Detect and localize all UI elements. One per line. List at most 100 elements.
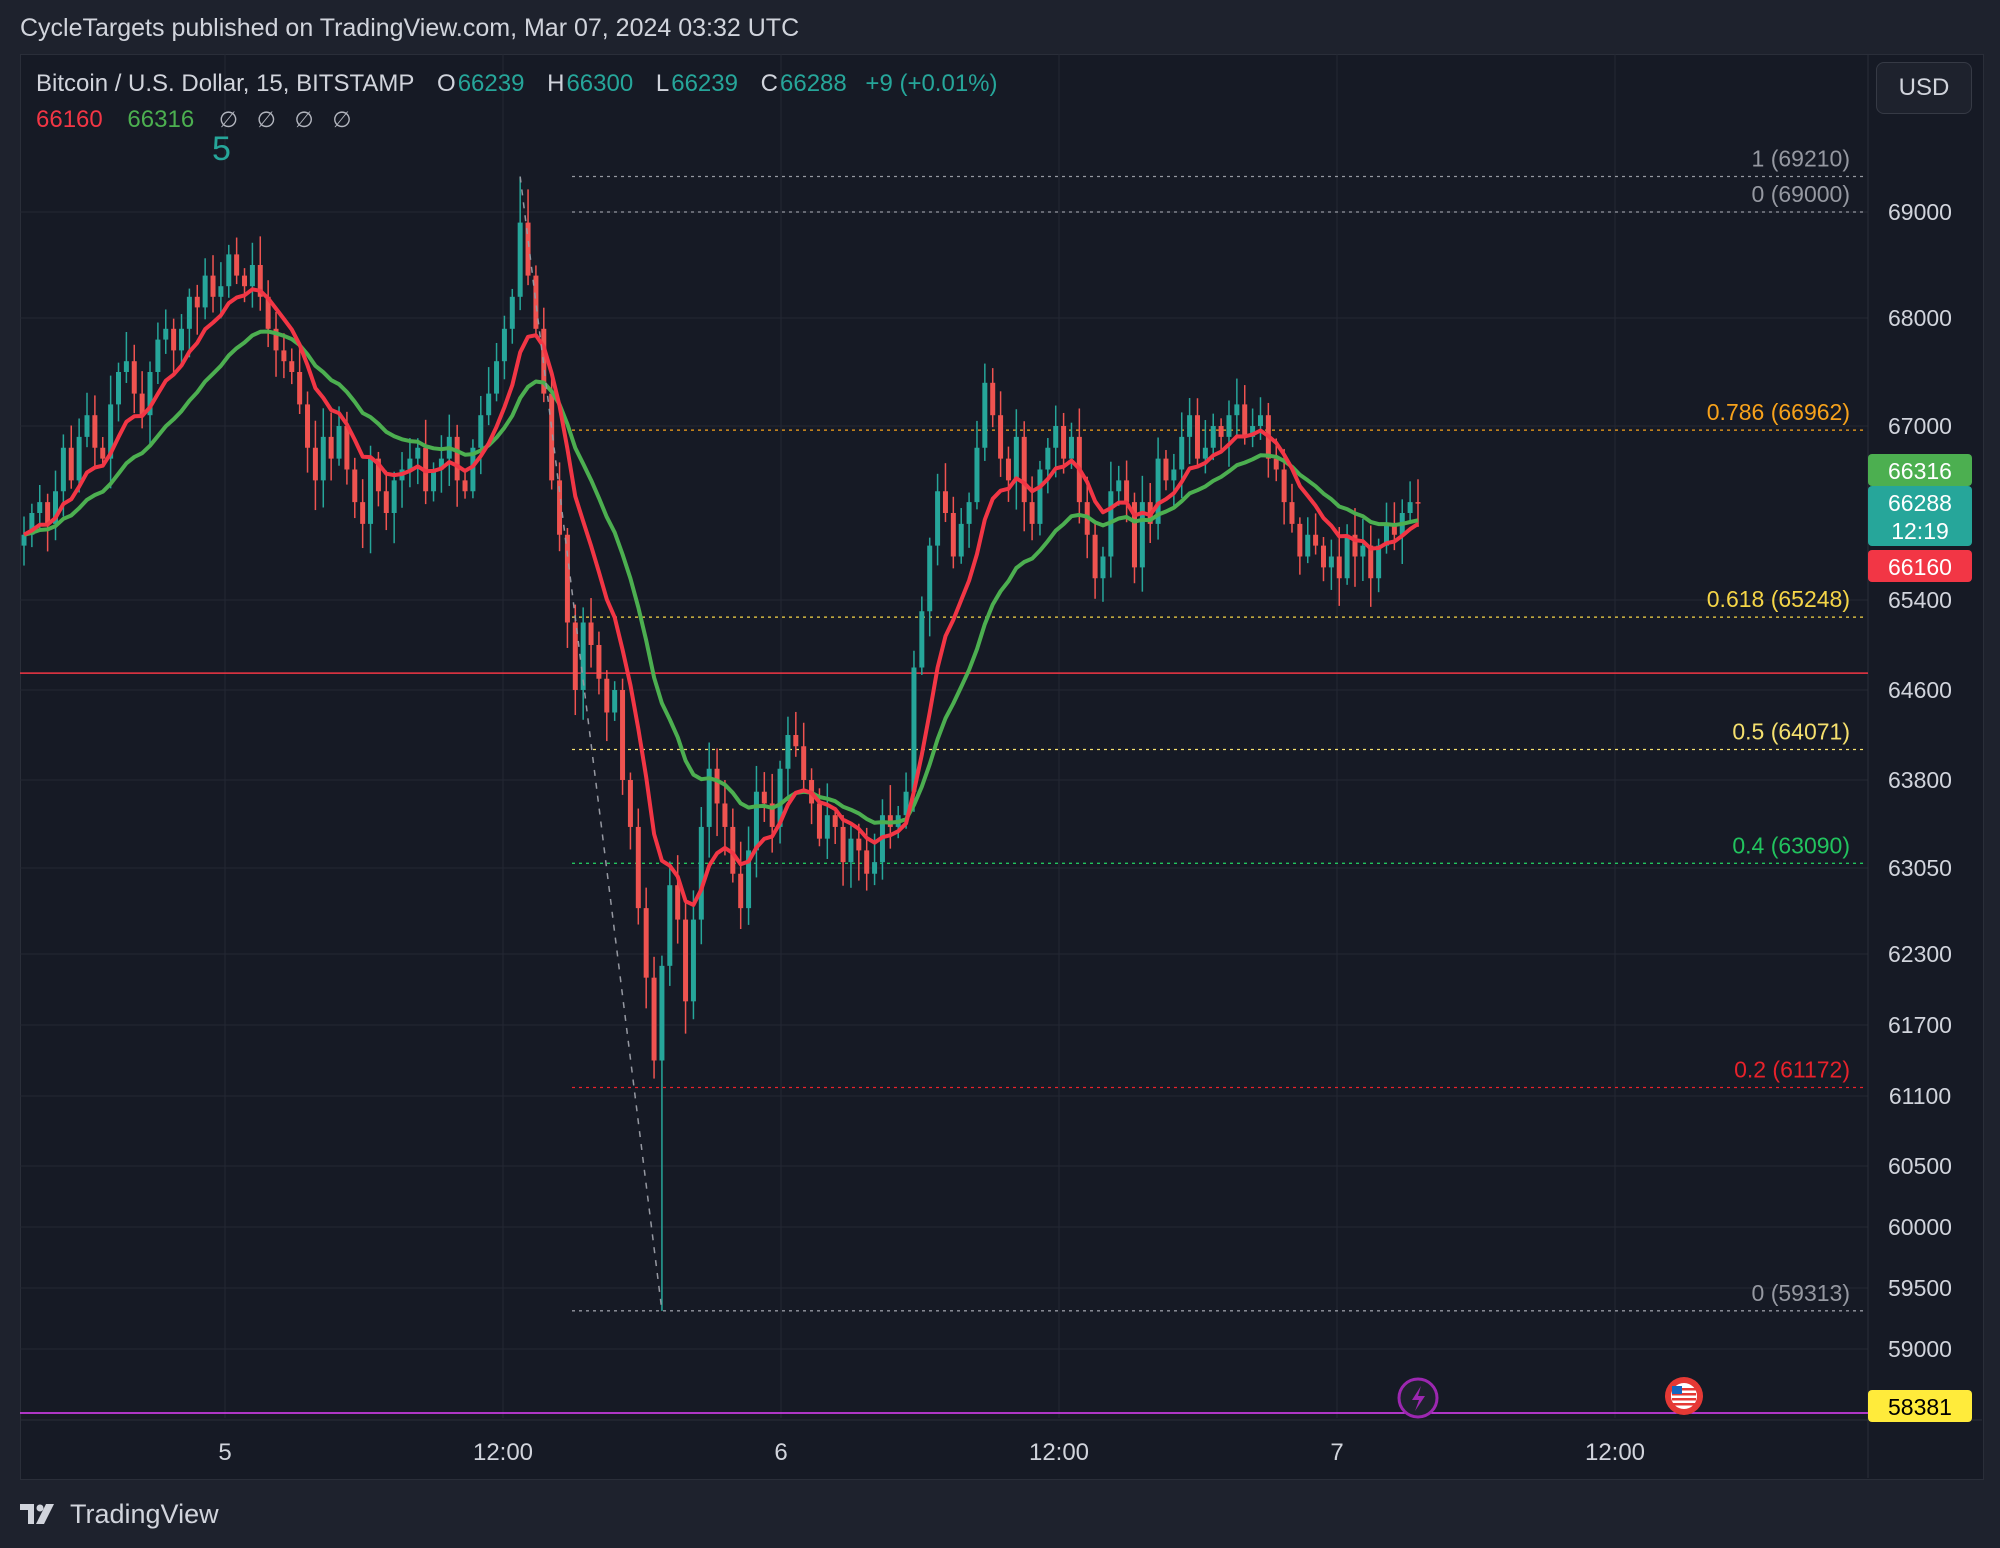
price-tick-0: 69000 <box>1888 199 1952 225</box>
candle-body <box>588 622 594 645</box>
ema-slow-value[interactable]: 66316 <box>127 106 195 133</box>
candle-body <box>1360 545 1366 557</box>
na-value-3: ∅ <box>294 107 314 132</box>
symbol-legend: Bitcoin / U.S. Dollar, 15, BITSTAMP O662… <box>36 70 1000 98</box>
candle-body <box>123 361 129 372</box>
price-tick-1: 68000 <box>1888 305 1952 331</box>
candle-body <box>1226 415 1232 437</box>
candle-body <box>1320 545 1326 568</box>
candle-body <box>375 458 381 492</box>
candle-body <box>352 469 358 503</box>
fib-label-3: 0.618 (65248) <box>1707 586 1850 612</box>
candle-body <box>92 415 98 448</box>
price-tick-11: 60000 <box>1888 1214 1952 1240</box>
last-price-text-0: 66288 <box>1888 490 1952 516</box>
ema-fast-price-tag <box>1868 550 1972 582</box>
candle-body <box>234 254 240 276</box>
na-value-1: ∅ <box>218 107 239 132</box>
candle-body <box>501 328 507 362</box>
fib-trend-dashed-line <box>519 176 663 1311</box>
candle-body <box>675 885 681 920</box>
candle-body <box>1202 447 1208 459</box>
candle-body <box>1210 426 1216 448</box>
candle-body <box>171 328 177 351</box>
ema-lines <box>23 287 1420 907</box>
candle-body <box>1415 502 1421 504</box>
candle-body <box>37 502 43 513</box>
candle-body <box>840 826 846 863</box>
candle-body <box>1061 426 1067 459</box>
candle-body <box>1273 458 1279 470</box>
price-tick-10: 60500 <box>1888 1153 1952 1179</box>
candle-body <box>305 404 311 448</box>
candle-body <box>864 850 870 874</box>
candle-body <box>1313 534 1319 546</box>
candle-body <box>242 275 248 287</box>
chart-area[interactable] <box>20 54 1984 1480</box>
symbol-name[interactable]: Bitcoin / U.S. Dollar, 15, BITSTAMP <box>36 70 415 97</box>
candle-body <box>525 222 531 276</box>
candle-body <box>21 534 27 546</box>
candle-body <box>785 735 791 769</box>
candle-body <box>344 426 350 470</box>
ema-fast-price-text-0: 66160 <box>1888 554 1952 580</box>
candle-body <box>620 690 626 780</box>
candles <box>21 176 1421 1311</box>
grid-lines <box>20 54 1982 1478</box>
time-tick-5: 12:00 <box>1585 1439 1645 1466</box>
price-tick-12: 59500 <box>1888 1275 1952 1301</box>
candle-body <box>84 415 90 437</box>
fib-label-7: 0 (59313) <box>1752 1280 1850 1306</box>
bottom-marker-text-0: 58381 <box>1888 1394 1952 1420</box>
last-price-text-1: 12:19 <box>1891 518 1949 544</box>
candle-body <box>974 447 980 503</box>
candle-body <box>958 523 964 557</box>
candle-body <box>210 275 216 297</box>
candle-body <box>1045 447 1051 470</box>
candle-body <box>998 415 1004 459</box>
flag-stripe <box>1672 1398 1696 1401</box>
time-tick-4: 7 <box>1330 1439 1343 1466</box>
candle-body <box>462 480 468 492</box>
candle-body <box>1187 415 1193 437</box>
candle-body <box>627 780 633 827</box>
candle-body <box>1139 502 1145 568</box>
candle-body <box>360 502 366 524</box>
candle-body <box>1234 404 1240 416</box>
candle-body <box>391 480 397 513</box>
currency-button[interactable]: USD <box>1876 62 1972 114</box>
ema-fast-value[interactable]: 66160 <box>36 106 103 133</box>
candle-body <box>249 265 255 287</box>
fib-label-4: 0.5 (64071) <box>1732 719 1850 745</box>
candle-body <box>903 791 909 816</box>
candle-body <box>919 611 925 668</box>
candle-body <box>45 502 51 524</box>
candle-body <box>659 965 665 1061</box>
publish-info: CycleTargets published on TradingView.co… <box>20 14 800 42</box>
candle-body <box>1029 502 1035 524</box>
candle-body <box>438 458 444 470</box>
candle-body <box>824 815 830 839</box>
candle-body <box>1305 534 1311 557</box>
close-label: C <box>760 70 778 97</box>
candle-body <box>194 296 200 308</box>
price-tick-13: 59000 <box>1888 1336 1952 1362</box>
ema-slow-price-tag <box>1868 454 1972 486</box>
candle-body <box>1005 458 1011 481</box>
candle-body <box>690 919 696 1002</box>
candle-body <box>683 919 689 1002</box>
horizontal-lines <box>20 672 1868 1414</box>
candle-body <box>1352 534 1358 557</box>
candle-body <box>297 372 303 405</box>
candle-body <box>1242 404 1248 437</box>
price-tick-2: 67000 <box>1888 413 1952 439</box>
open-value: 66239 <box>457 70 525 97</box>
change-value: +9 (+0.01%) <box>865 70 998 97</box>
fib-label-6: 0.2 (61172) <box>1734 1056 1850 1082</box>
candle-body <box>1194 415 1200 459</box>
high-value: 66300 <box>566 70 634 97</box>
candle-body <box>580 622 586 690</box>
candle-body <box>202 275 208 308</box>
high-label: H <box>547 70 565 97</box>
